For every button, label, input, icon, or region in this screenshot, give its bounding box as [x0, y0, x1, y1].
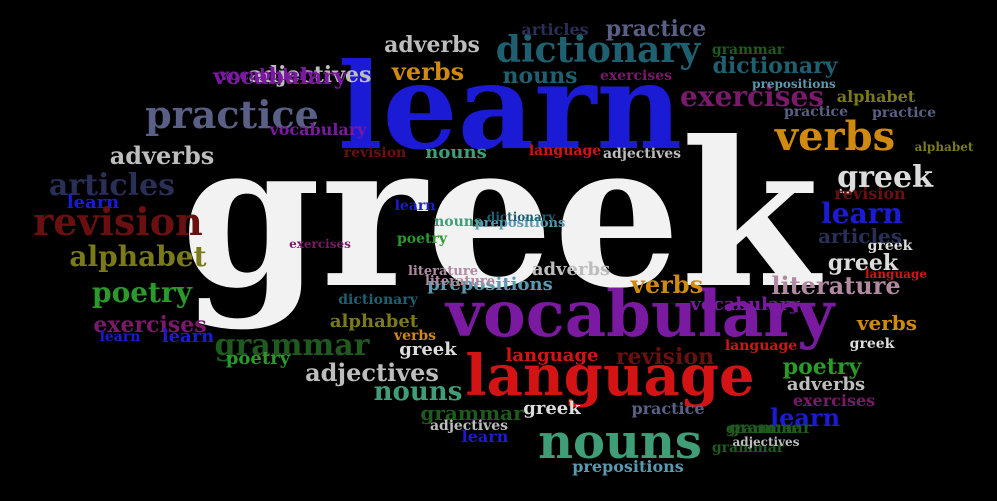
cloud-word-practice: practice	[606, 16, 707, 42]
cloud-word-greek: greek	[828, 250, 899, 276]
cloud-word-grammar: grammar	[712, 440, 785, 456]
cloud-word-nouns: nouns	[374, 377, 463, 407]
cloud-word-learn: learn	[821, 197, 903, 230]
cloud-word-adverbs: adverbs	[787, 374, 865, 395]
cloud-word-adjectives: adjectives	[733, 435, 800, 449]
main-word-greek: greek	[181, 98, 823, 333]
cloud-word-adverbs: adverbs	[532, 259, 610, 280]
cloud-word-prepositions: prepositions	[752, 77, 836, 91]
cloud-word-learn: learn	[162, 326, 215, 347]
cloud-word-practice: practice	[872, 105, 936, 121]
cloud-word-language: language	[506, 345, 599, 366]
cloud-word-adjectives: adjectives	[249, 62, 372, 88]
cloud-word-grammar: grammar	[420, 401, 524, 425]
cloud-word-practice: practice	[145, 92, 319, 137]
cloud-word-exercises: exercises	[289, 237, 351, 251]
cloud-word-greek: greek	[399, 339, 457, 360]
cloud-word-alphabet: alphabet	[915, 140, 974, 154]
cloud-word-adverbs: adverbs	[110, 141, 214, 170]
cloud-word-revision: revision	[616, 344, 714, 370]
cloud-word-language: language	[465, 343, 754, 409]
cloud-word-literature: literature	[425, 274, 495, 289]
cloud-word-nouns: nouns	[434, 214, 482, 230]
cloud-word-learn: learn	[462, 427, 509, 446]
cloud-word-learn: learn	[338, 37, 682, 176]
cloud-word-nouns: nouns	[425, 142, 486, 163]
cloud-word-poetry: poetry	[226, 348, 291, 369]
cloud-word-articles: articles	[818, 224, 902, 248]
cloud-word-adjectives: adjectives	[305, 358, 439, 387]
cloud-word-adjectives: adjectives	[603, 146, 681, 162]
cloud-word-exercises: exercises	[680, 80, 824, 113]
cloud-word-verbs: verbs	[391, 57, 464, 86]
cloud-word-practice: practice	[784, 104, 848, 120]
cloud-word-verbs: verbs	[856, 311, 917, 335]
cloud-word-poetry: poetry	[783, 354, 863, 380]
cloud-word-dictionary: dictionary	[487, 210, 556, 224]
cloud-word-prepositions: prepositions	[475, 216, 566, 231]
cloud-word-dictionary: dictionary	[713, 53, 839, 79]
cloud-word-verbs: verbs	[393, 328, 436, 344]
cloud-word-learn: learn	[67, 192, 120, 213]
cloud-word-nouns: nouns	[538, 414, 702, 470]
cloud-word-adjectives: adjectives	[430, 418, 508, 434]
cloud-word-alphabet: alphabet	[330, 311, 419, 332]
cloud-word-prepositions: prepositions	[427, 274, 552, 295]
cloud-word-poetry: poetry	[397, 231, 448, 247]
cloud-word-language: language	[529, 143, 601, 159]
cloud-word-vocabulary: vocabulary	[212, 64, 348, 90]
cloud-word-language: language	[725, 338, 797, 354]
cloud-word-nouns: nouns	[502, 63, 577, 89]
cloud-word-dictionary: dictionary	[496, 29, 702, 71]
cloud-word-exercises: exercises	[793, 391, 875, 410]
cloud-word-exercises: exercises	[600, 68, 672, 84]
cloud-word-alphabet: alphabet	[69, 240, 206, 273]
cloud-word-grammar: grammar	[712, 42, 785, 58]
cloud-word-greek: greek	[868, 238, 913, 254]
cloud-word-literature: literature	[771, 271, 900, 300]
cloud-word-vocabulary: vocabulary	[268, 120, 367, 139]
cloud-word-vocabulary: vocabulary	[689, 294, 800, 315]
cloud-word-poetry: poetry	[92, 276, 193, 309]
cloud-word-learn: learn	[770, 403, 840, 432]
cloud-word-grammar: grammar	[215, 328, 371, 363]
cloud-word-learn: learn	[100, 329, 141, 345]
cloud-word-vocabulary: vocabulary	[444, 277, 836, 352]
cloud-word-language: language	[865, 267, 927, 281]
cloud-word-verbs: verbs	[774, 113, 895, 160]
cloud-word-articles: articles	[521, 20, 588, 39]
cloud-word-adverbs: adverbs	[384, 32, 480, 58]
cloud-word-exercises: exercises	[93, 312, 206, 338]
cloud-word-revision: revision	[33, 199, 203, 244]
cloud-word-literature: literature	[408, 264, 478, 279]
cloud-word-practice: practice	[631, 399, 704, 418]
cloud-word-articles: articles	[49, 168, 175, 203]
cloud-word-greek: greek	[850, 336, 895, 352]
cloud-word-verbs: verbs	[630, 270, 703, 299]
cloud-word-dictionary: dictionary	[338, 292, 418, 308]
cloud-word-greek: greek	[837, 160, 934, 195]
cloud-word-alphabet: alphabet	[837, 87, 916, 106]
cloud-word-learn: learn	[395, 198, 436, 214]
cloud-word-vocabulary: vocabulary	[218, 65, 317, 84]
cloud-word-revision: revision	[344, 145, 406, 161]
cloud-word-greek: greek	[523, 398, 581, 419]
cloud-word-grammar: grammar	[729, 418, 812, 437]
cloud-word-prepositions: prepositions	[572, 457, 684, 476]
cloud-word-grammar: grammar	[726, 421, 799, 437]
cloud-word-revision: revision	[834, 184, 906, 203]
